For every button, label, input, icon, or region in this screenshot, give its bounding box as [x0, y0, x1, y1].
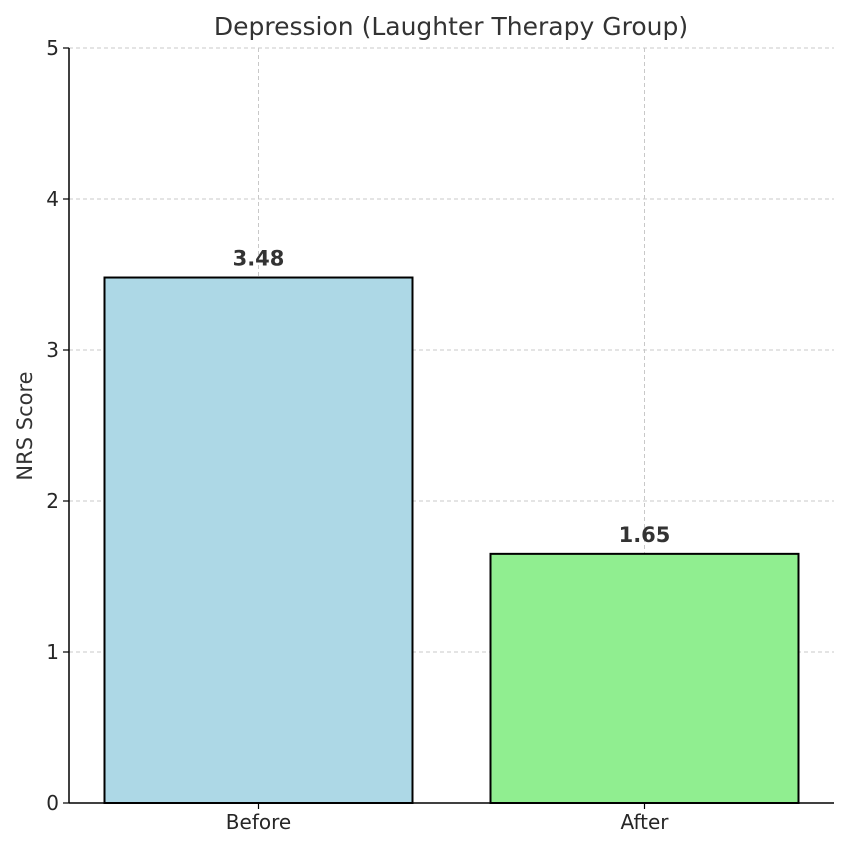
y-tick-label: 2: [46, 489, 59, 513]
y-tick-label: 1: [46, 640, 59, 664]
data-label-after: 1.65: [619, 523, 671, 547]
bar-after: [489, 552, 800, 804]
y-axis-ticks: 0 1 2 3 4 5: [46, 36, 69, 815]
bars: [103, 276, 800, 804]
y-tick-label: 4: [46, 187, 59, 211]
y-tick-label: 5: [46, 36, 59, 60]
y-tick-label: 3: [46, 338, 59, 362]
y-axis-label: NRS Score: [13, 371, 37, 480]
y-tick-label: 0: [46, 791, 59, 815]
x-tick-label: After: [620, 810, 669, 834]
chart-title: Depression (Laughter Therapy Group): [214, 12, 688, 41]
data-label-before: 3.48: [233, 247, 285, 271]
x-axis-ticks: Before After: [226, 803, 669, 834]
bar-before: [103, 276, 414, 804]
data-labels: 3.48 1.65: [233, 247, 671, 547]
x-tick-label: Before: [226, 810, 291, 834]
